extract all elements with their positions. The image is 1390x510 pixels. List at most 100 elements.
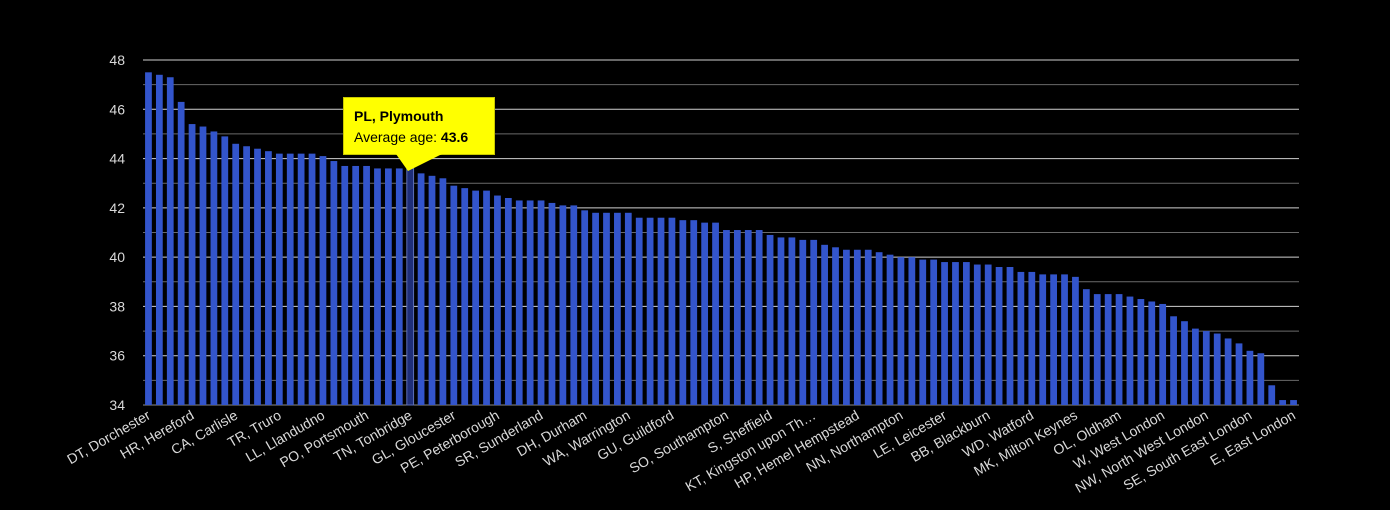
bar[interactable] xyxy=(145,72,152,405)
bar[interactable] xyxy=(439,178,447,405)
bar[interactable] xyxy=(428,175,436,405)
bar[interactable] xyxy=(941,262,948,405)
bar[interactable] xyxy=(646,217,654,405)
bar[interactable] xyxy=(1170,316,1177,405)
bar[interactable] xyxy=(548,202,556,405)
bar[interactable] xyxy=(919,259,927,405)
bar[interactable] xyxy=(712,222,719,405)
bar[interactable] xyxy=(1006,267,1014,405)
bar[interactable] xyxy=(472,190,479,405)
bar[interactable] xyxy=(1115,294,1123,405)
bar[interactable] xyxy=(559,205,567,405)
bar[interactable] xyxy=(930,259,938,405)
bar[interactable] xyxy=(297,153,305,405)
bar[interactable] xyxy=(243,146,250,405)
bar[interactable] xyxy=(188,124,196,405)
bar[interactable] xyxy=(1279,400,1287,405)
bar[interactable] xyxy=(1246,350,1254,405)
bar[interactable] xyxy=(286,153,294,405)
bar[interactable] xyxy=(701,222,709,405)
bar[interactable] xyxy=(853,249,861,405)
bar[interactable] xyxy=(308,153,316,405)
bar[interactable] xyxy=(788,237,796,405)
bar[interactable] xyxy=(319,156,327,405)
bar[interactable] xyxy=(1268,385,1276,405)
bar[interactable] xyxy=(1290,400,1297,405)
bar[interactable] xyxy=(1050,274,1057,405)
bar[interactable] xyxy=(1082,289,1090,405)
bar[interactable] xyxy=(614,212,621,405)
bar[interactable] xyxy=(1159,303,1167,405)
bar[interactable] xyxy=(526,200,534,405)
bar[interactable] xyxy=(1039,274,1047,405)
bar[interactable] xyxy=(984,264,992,405)
bar[interactable] xyxy=(1202,331,1210,405)
bar[interactable] xyxy=(330,161,338,405)
bar[interactable] xyxy=(1224,338,1232,405)
bar-highlighted[interactable] xyxy=(406,167,415,406)
bar[interactable] xyxy=(177,101,185,405)
bar[interactable] xyxy=(275,153,283,405)
bar[interactable] xyxy=(744,230,752,405)
bar[interactable] xyxy=(1181,321,1188,405)
bar[interactable] xyxy=(1028,271,1036,405)
bar[interactable] xyxy=(657,217,665,405)
bar[interactable] xyxy=(1257,353,1265,405)
bar[interactable] xyxy=(461,188,469,405)
bar[interactable] xyxy=(341,165,349,405)
bar[interactable] xyxy=(232,143,240,406)
bar[interactable] xyxy=(265,151,272,405)
bar[interactable] xyxy=(1192,328,1199,405)
bar[interactable] xyxy=(635,217,643,405)
bar[interactable] xyxy=(352,165,360,405)
bar[interactable] xyxy=(504,198,512,405)
bar[interactable] xyxy=(963,262,970,405)
bar[interactable] xyxy=(733,230,741,405)
bar[interactable] xyxy=(1104,294,1112,405)
bar[interactable] xyxy=(1093,294,1101,405)
bar[interactable] xyxy=(624,212,632,405)
bar[interactable] xyxy=(483,190,490,405)
bar[interactable] xyxy=(385,168,392,405)
bar[interactable] xyxy=(515,200,523,405)
bar[interactable] xyxy=(537,200,545,405)
bar[interactable] xyxy=(799,239,807,405)
bar[interactable] xyxy=(810,239,818,405)
bar[interactable] xyxy=(766,234,774,405)
bar[interactable] xyxy=(995,267,1003,405)
bar[interactable] xyxy=(570,205,578,405)
bar[interactable] xyxy=(374,168,381,405)
bar[interactable] xyxy=(832,247,839,405)
bar[interactable] xyxy=(417,173,425,405)
bar[interactable] xyxy=(363,165,370,405)
bar[interactable] xyxy=(690,220,698,405)
bar[interactable] xyxy=(843,249,850,405)
bar[interactable] xyxy=(199,126,207,405)
bar[interactable] xyxy=(886,254,894,405)
bar[interactable] xyxy=(221,136,229,405)
bar[interactable] xyxy=(210,131,218,405)
bar[interactable] xyxy=(603,212,610,405)
bar[interactable] xyxy=(155,74,163,405)
bar[interactable] xyxy=(1017,271,1025,405)
bar[interactable] xyxy=(973,264,981,405)
bar[interactable] xyxy=(777,237,785,405)
bar[interactable] xyxy=(581,210,589,405)
bar[interactable] xyxy=(755,230,763,405)
bar[interactable] xyxy=(1126,296,1134,405)
bar[interactable] xyxy=(875,252,883,405)
bar[interactable] xyxy=(1235,343,1243,405)
bar[interactable] xyxy=(897,257,905,405)
bar[interactable] xyxy=(668,217,676,405)
bar[interactable] xyxy=(1213,333,1221,405)
bar[interactable] xyxy=(679,220,687,405)
bar[interactable] xyxy=(254,148,261,405)
bar[interactable] xyxy=(952,262,959,405)
bar[interactable] xyxy=(1148,301,1156,406)
bar[interactable] xyxy=(1137,299,1145,405)
bar[interactable] xyxy=(1072,276,1079,405)
bar[interactable] xyxy=(450,185,458,405)
bar[interactable] xyxy=(494,195,501,405)
bar[interactable] xyxy=(723,230,730,405)
bar[interactable] xyxy=(864,249,872,405)
